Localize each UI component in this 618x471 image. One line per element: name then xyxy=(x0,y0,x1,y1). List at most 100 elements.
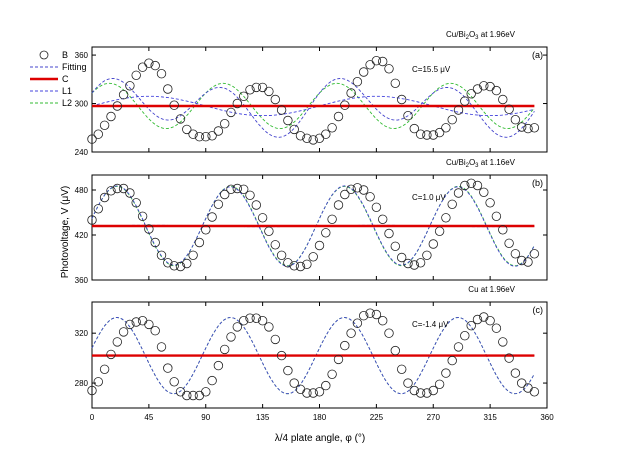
data-point-b xyxy=(144,224,154,234)
data-point-b xyxy=(169,261,179,271)
data-point-b xyxy=(238,91,249,102)
data-point-b xyxy=(251,313,261,323)
panel-a: 240 300 360 (a) Cu/Bi2O3 at 1.96eV C=15.5 μV xyxy=(75,30,548,157)
data-point-b xyxy=(447,199,457,210)
y-tick-label: 420 xyxy=(75,231,89,240)
x-tick-label: 45 xyxy=(144,413,153,422)
legend-label: B xyxy=(62,50,68,60)
data-point-b xyxy=(359,67,369,77)
data-point-b xyxy=(504,353,514,363)
data-point-b xyxy=(283,258,293,268)
data-point-b xyxy=(194,390,205,401)
data-point-b xyxy=(409,123,420,134)
data-point-b xyxy=(106,111,116,122)
data-point-b xyxy=(491,211,502,222)
data-point-b xyxy=(182,258,192,269)
data-point-b xyxy=(308,135,318,145)
data-point-b xyxy=(276,350,287,361)
data-point-b xyxy=(219,118,230,129)
data-point-b xyxy=(460,96,470,106)
data-point-b xyxy=(314,387,325,397)
legend: B Fitting C L1 L2 xyxy=(30,50,87,108)
data-point-b xyxy=(232,322,243,332)
series-l2-line xyxy=(91,82,535,130)
legend-item-b: B xyxy=(39,50,68,60)
data-point-b xyxy=(289,378,299,388)
data-point-b xyxy=(453,105,464,115)
panel-label: (c) xyxy=(533,305,544,315)
x-tick-label: 135 xyxy=(256,413,270,422)
data-point-b xyxy=(302,259,312,270)
data-point-b xyxy=(270,240,281,250)
data-point-b xyxy=(93,129,104,139)
data-point-b xyxy=(131,198,141,208)
data-point-b xyxy=(245,190,255,201)
y-tick-label: 360 xyxy=(75,276,89,285)
data-point-b xyxy=(510,114,521,125)
x-tick-label: 225 xyxy=(370,413,384,422)
panel-annotation: C=-1.4 μV xyxy=(412,320,449,329)
data-point-b xyxy=(378,56,388,67)
plot-frame xyxy=(91,46,548,153)
data-point-b xyxy=(295,261,306,272)
data-point-b xyxy=(131,317,141,327)
panel-label: (b) xyxy=(532,178,543,188)
data-point-b xyxy=(270,334,281,345)
data-point-b xyxy=(175,261,186,272)
panel-title: Cu/Bi2O3 at 1.96eV xyxy=(446,30,516,41)
data-point-b xyxy=(384,64,394,74)
data-point-b xyxy=(359,185,369,195)
panel-b: 360 420 480 (b) Cu/Bi2O3 at 1.16eV C=1.0 μV xyxy=(75,158,548,285)
data-point-b xyxy=(87,215,97,225)
data-point-b xyxy=(333,111,344,122)
data-point-b xyxy=(466,321,476,331)
data-point-b xyxy=(188,390,198,401)
data-point-b xyxy=(491,323,502,333)
data-point-b xyxy=(213,126,224,136)
data-point-b xyxy=(137,211,148,222)
legend-item-l2: L2 xyxy=(30,98,72,108)
data-point-b xyxy=(188,250,198,261)
data-point-b xyxy=(365,192,375,202)
data-point-b xyxy=(207,375,217,386)
data-point-b xyxy=(415,258,426,268)
data-point-b xyxy=(264,226,274,237)
data-point-b xyxy=(163,84,173,94)
data-point-b xyxy=(276,105,287,115)
data-point-b xyxy=(182,124,192,135)
data-point-b xyxy=(517,378,527,388)
data-point-b xyxy=(447,355,457,366)
y-tick-label: 240 xyxy=(75,148,89,157)
data-point-b xyxy=(118,327,129,337)
y-tick-label: 280 xyxy=(75,379,89,388)
data-point-b xyxy=(397,252,407,263)
data-point-b xyxy=(125,188,135,198)
data-point-b xyxy=(346,184,356,195)
data-point-b xyxy=(371,202,382,213)
data-point-b xyxy=(87,134,97,144)
data-point-b xyxy=(125,319,135,330)
data-point-b xyxy=(321,380,331,391)
data-point-b xyxy=(378,214,388,225)
data-point-b xyxy=(340,340,350,351)
data-point-b xyxy=(346,88,356,98)
data-point-b xyxy=(390,345,401,356)
data-point-b xyxy=(226,184,236,195)
data-point-b xyxy=(295,384,306,395)
data-point-b xyxy=(156,342,167,352)
data-point-b xyxy=(466,89,476,99)
data-point-b xyxy=(251,82,261,93)
data-point-b xyxy=(257,316,268,326)
data-point-b xyxy=(99,192,110,203)
data-point-b xyxy=(169,377,179,387)
data-point-b xyxy=(472,314,483,325)
data-point-b xyxy=(131,70,141,81)
data-point-b xyxy=(460,180,470,191)
data-point-b xyxy=(219,189,230,200)
data-point-b xyxy=(257,213,268,223)
data-point-b xyxy=(517,255,527,266)
y-axis-title: Photovoltage, V (μV) xyxy=(60,186,71,278)
data-point-b xyxy=(453,342,464,352)
data-point-b xyxy=(479,81,489,91)
data-point-b xyxy=(422,250,432,261)
